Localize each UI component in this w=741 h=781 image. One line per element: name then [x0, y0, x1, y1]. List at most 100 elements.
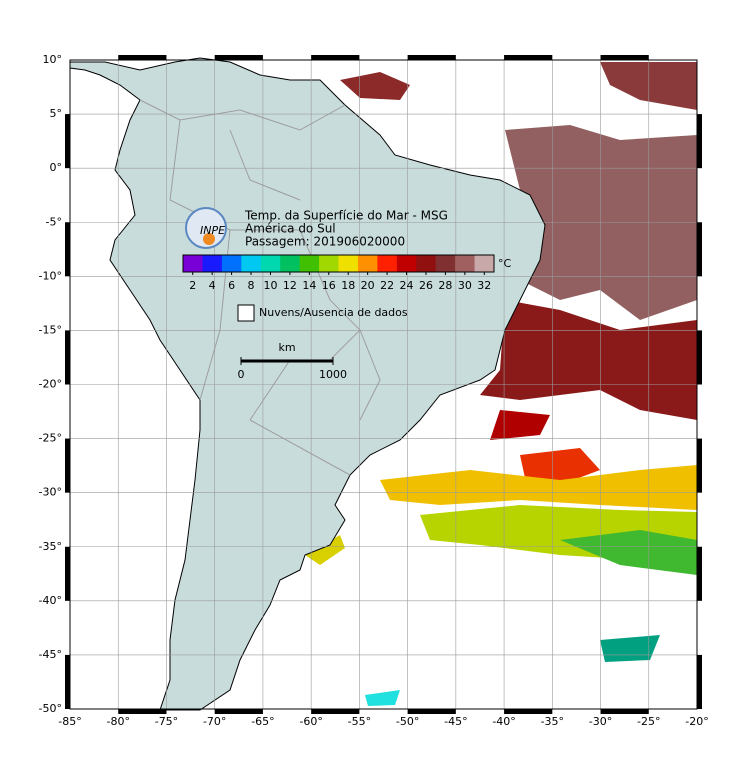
- frame-segment: [118, 55, 167, 60]
- colorbar-tick-label: 2: [189, 279, 196, 292]
- frame-segment: [118, 709, 167, 714]
- lat-tick-label: -45°: [39, 648, 62, 661]
- frame-segment: [697, 654, 702, 709]
- colorbar-tick-label: 12: [283, 279, 297, 292]
- frame-segment: [407, 55, 456, 60]
- logo-text: INPE: [200, 224, 225, 237]
- frame-segment: [65, 330, 70, 385]
- colorbar-swatch: [260, 255, 281, 272]
- colorbar-tick-label: 24: [400, 279, 414, 292]
- colorbar-swatch: [455, 255, 476, 272]
- scale-tick-label: 1000: [319, 368, 347, 381]
- colorbar-swatch: [377, 255, 398, 272]
- colorbar-swatch: [416, 255, 437, 272]
- frame-segment: [65, 114, 70, 169]
- title-line: América do Sul: [245, 222, 336, 236]
- colorbar-tick-label: 22: [380, 279, 394, 292]
- lon-tick-label: -30°: [589, 715, 612, 728]
- lat-tick-label: -50°: [39, 702, 62, 715]
- frame-segment: [697, 546, 702, 601]
- colorbar-tick-label: 10: [263, 279, 277, 292]
- colorbar-swatch: [299, 255, 320, 272]
- frame-segment: [214, 709, 263, 714]
- colorbar-swatch: [202, 255, 223, 272]
- scale-unit: km: [278, 341, 295, 354]
- colorbar-tick-label: 28: [438, 279, 452, 292]
- lon-tick-label: -85°: [58, 715, 81, 728]
- colorbar-swatch: [221, 255, 242, 272]
- frame-segment: [65, 438, 70, 493]
- lat-tick-label: -25°: [39, 432, 62, 445]
- colorbar-swatch: [280, 255, 301, 272]
- frame-segment: [65, 546, 70, 601]
- frame-segment: [311, 55, 360, 60]
- colorbar-tick-label: 4: [209, 279, 216, 292]
- lon-tick-label: -40°: [492, 715, 515, 728]
- colorbar-swatch: [319, 255, 339, 272]
- colorbar-swatch: [474, 255, 495, 272]
- frame-segment: [214, 55, 263, 60]
- frame-segment: [600, 55, 649, 60]
- colorbar-tick-label: 32: [477, 279, 491, 292]
- colorbar: 2 4 6 8 10 12 14 16 18 20 22 24 26 28 30 32: [182, 254, 495, 292]
- scale-bar: 0 1000: [238, 357, 347, 381]
- colorbar-tick-label: 18: [341, 279, 355, 292]
- scale-bar-body: [241, 359, 333, 363]
- lon-tick-label: -45°: [444, 715, 467, 728]
- colorbar-tick-label: 8: [248, 279, 255, 292]
- lat-tick-label: -30°: [39, 486, 62, 499]
- lon-tick-label: -55°: [348, 715, 371, 728]
- colorbar-swatch: [241, 255, 262, 272]
- frame-segment: [697, 114, 702, 169]
- lat-tick-label: 0°: [50, 161, 63, 174]
- lat-tick-label: -5°: [46, 215, 62, 228]
- colorbar-swatch: [357, 255, 378, 272]
- colorbar-tick-label: 20: [361, 279, 375, 292]
- frame-segment: [600, 709, 649, 714]
- no-data-swatch: [237, 304, 255, 322]
- colorbar-tick-label: 14: [302, 279, 316, 292]
- colorbar-tick-label: 26: [419, 279, 433, 292]
- lon-tick-label: -75°: [155, 715, 178, 728]
- lat-tick-label: 10°: [43, 53, 63, 66]
- lon-tick-label: -20°: [685, 715, 708, 728]
- colorbar-unit: °C: [498, 257, 512, 270]
- lon-tick-label: -80°: [106, 715, 129, 728]
- lon-tick-label: -50°: [396, 715, 419, 728]
- lon-tick-label: -60°: [299, 715, 322, 728]
- colorbar-tick-label: 6: [228, 279, 235, 292]
- lat-tick-label: 5°: [50, 107, 63, 120]
- lon-tick-label: -35°: [541, 715, 564, 728]
- frame-segment: [504, 55, 553, 60]
- lon-tick-label: -25°: [637, 715, 660, 728]
- frame-segment: [697, 222, 702, 277]
- colorbar-swatch: [338, 255, 359, 272]
- lon-tick-label: -65°: [251, 715, 274, 728]
- frame-segment: [311, 709, 360, 714]
- legend-box: INPE Temp. da Superfície do Mar - MSG Am…: [185, 207, 512, 354]
- frame: -85° -80° -75° -70° -65° -60° -55° -50° -45° -40°…: [39, 53, 709, 728]
- frame-segment: [504, 709, 553, 714]
- scale-tick-label: 0: [238, 368, 245, 381]
- title-line: Temp. da Superfície do Mar - MSG: [244, 209, 448, 223]
- frame-segment: [697, 330, 702, 385]
- colorbar-swatch: [183, 255, 203, 272]
- colorbar-swatch: [396, 255, 417, 272]
- frame-segment: [407, 709, 456, 714]
- legend-label: Nuvens/Ausencia de dados: [259, 306, 408, 319]
- lat-tick-label: -15°: [39, 323, 62, 336]
- colorbar-tick-label: 16: [322, 279, 336, 292]
- lat-tick-label: -20°: [39, 378, 62, 391]
- colorbar-outline: [182, 254, 495, 273]
- frame-segment: [697, 438, 702, 493]
- lat-tick-label: -40°: [39, 594, 62, 607]
- colorbar-tick-label: 30: [458, 279, 472, 292]
- lon-tick-label: -70°: [203, 715, 226, 728]
- frame-segment: [65, 222, 70, 277]
- frame-segment: [65, 654, 70, 709]
- colorbar-swatch: [435, 255, 456, 272]
- title-line: Passagem: 201906020000: [245, 235, 405, 249]
- lat-tick-label: -35°: [39, 540, 62, 553]
